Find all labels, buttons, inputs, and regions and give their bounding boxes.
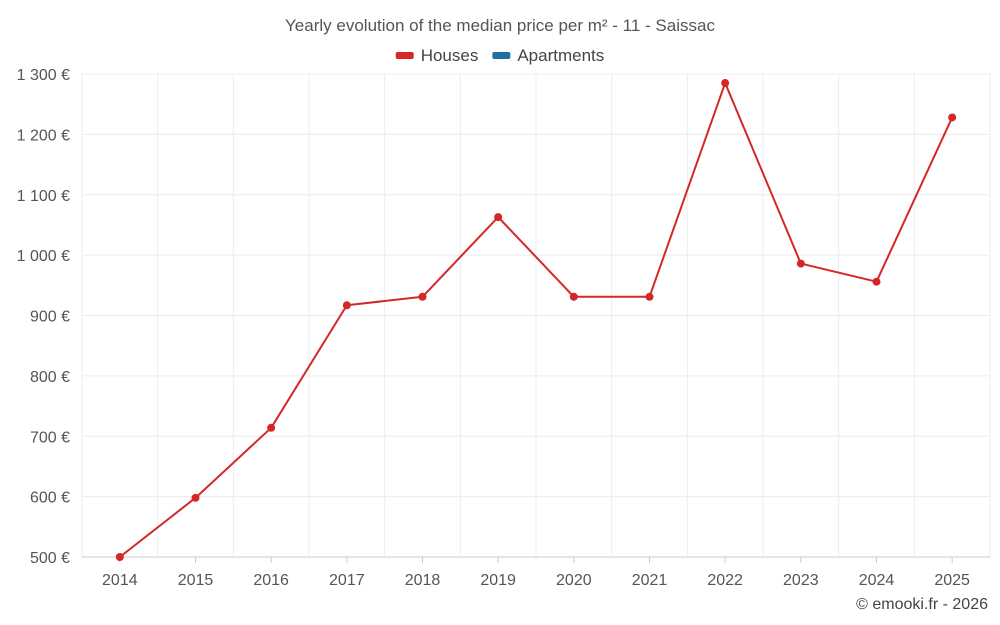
y-tick-label: 800 € — [30, 369, 70, 386]
x-tick-label: 2019 — [480, 572, 516, 589]
legend-item-apartments: Apartments — [492, 46, 604, 65]
data-point — [796, 259, 805, 268]
credit-text: © emooki.fr - 2026 — [856, 596, 988, 613]
x-tick-label: 2014 — [102, 572, 138, 589]
x-tick-label: 2022 — [707, 572, 743, 589]
series-line-houses — [119, 82, 954, 558]
data-point — [948, 113, 957, 122]
legend-label: Houses — [421, 46, 479, 65]
x-tick-label: 2023 — [783, 572, 819, 589]
data-point — [645, 292, 654, 301]
x-tick-label: 2024 — [859, 572, 895, 589]
y-tick-label: 1 300 € — [17, 67, 70, 84]
axes: 500 € 600 € 700 € 800 € 900 € 1 000 € 1 100 € 1… — [17, 67, 990, 589]
legend-swatch — [395, 52, 414, 59]
x-tick-label: 2015 — [178, 572, 214, 589]
legend-swatch — [492, 52, 511, 59]
data-point — [569, 292, 578, 301]
data-point — [872, 277, 881, 286]
legend: Houses Apartments — [395, 46, 604, 65]
data-point — [191, 493, 200, 502]
x-tick-label: 2021 — [632, 572, 668, 589]
legend-item-houses: Houses — [395, 46, 479, 65]
x-tick-label: 2025 — [934, 572, 970, 589]
y-tick-label: 900 € — [30, 309, 70, 326]
data-point — [342, 301, 351, 310]
chart-title: Yearly evolution of the median price per… — [285, 16, 715, 35]
x-tick-label: 2016 — [253, 572, 289, 589]
x-tick-label: 2017 — [329, 572, 365, 589]
grid — [81, 73, 991, 558]
data-point — [267, 423, 276, 432]
y-tick-label: 1 200 € — [17, 127, 70, 144]
data-point — [115, 553, 124, 561]
y-tick-label: 1 100 € — [17, 188, 70, 205]
y-tick-label: 500 € — [30, 550, 70, 567]
x-tick-label: 2020 — [556, 572, 592, 589]
x-tick-label: 2018 — [405, 572, 441, 589]
data-point — [721, 79, 730, 88]
y-tick-label: 1 000 € — [17, 248, 70, 265]
data-point — [418, 292, 427, 301]
y-tick-label: 700 € — [30, 429, 70, 446]
series-layer — [115, 79, 957, 561]
legend-label: Apartments — [517, 46, 604, 65]
y-tick-label: 600 € — [30, 490, 70, 507]
data-point — [494, 213, 503, 222]
